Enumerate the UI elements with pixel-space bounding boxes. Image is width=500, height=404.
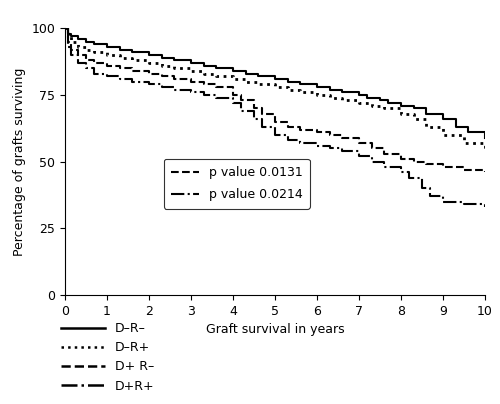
- Legend: D–R–, D–R+, D+ R–, D+R+: D–R–, D–R+, D+ R–, D+R+: [56, 317, 160, 398]
- Y-axis label: Percentage of grafts surviving: Percentage of grafts surviving: [13, 67, 26, 256]
- X-axis label: Graft survival in years: Graft survival in years: [206, 323, 344, 336]
- Legend: p value 0.0131, p value 0.0214: p value 0.0131, p value 0.0214: [164, 159, 310, 209]
